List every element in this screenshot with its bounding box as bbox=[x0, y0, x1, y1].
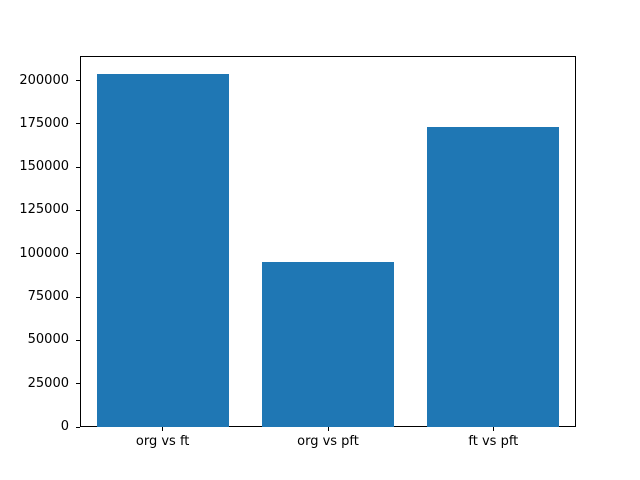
y-tick-mark bbox=[76, 296, 80, 298]
x-tick-mark bbox=[492, 427, 494, 431]
y-tick-label: 175000 bbox=[19, 115, 69, 131]
bar-org-vs-pft bbox=[261, 262, 395, 427]
y-tick-label: 50000 bbox=[27, 332, 69, 348]
y-tick-mark bbox=[76, 166, 80, 168]
y-tick-mark bbox=[76, 209, 80, 211]
y-tick-label: 25000 bbox=[27, 375, 69, 391]
x-tick-mark bbox=[162, 427, 164, 431]
y-tick-mark bbox=[76, 339, 80, 341]
y-tick-label: 200000 bbox=[19, 72, 69, 88]
x-tick-label: org vs ft bbox=[135, 434, 190, 449]
y-tick-label: 75000 bbox=[27, 289, 69, 305]
x-tick-label: org vs pft bbox=[297, 434, 359, 449]
y-tick-label: 100000 bbox=[19, 245, 69, 261]
y-tick-mark bbox=[76, 426, 80, 428]
y-tick-mark bbox=[76, 383, 80, 385]
y-tick-mark bbox=[76, 80, 80, 82]
y-tick-mark bbox=[76, 253, 80, 255]
bar-org-vs-ft bbox=[96, 73, 229, 427]
y-tick-label: 125000 bbox=[19, 202, 69, 218]
bar-ft-vs-pft bbox=[427, 127, 560, 427]
x-tick-mark bbox=[327, 427, 329, 431]
y-tick-label: 150000 bbox=[19, 159, 69, 175]
y-tick-mark bbox=[76, 123, 80, 125]
x-tick-label: ft vs pft bbox=[468, 434, 519, 449]
y-tick-label: 0 bbox=[60, 419, 69, 434]
